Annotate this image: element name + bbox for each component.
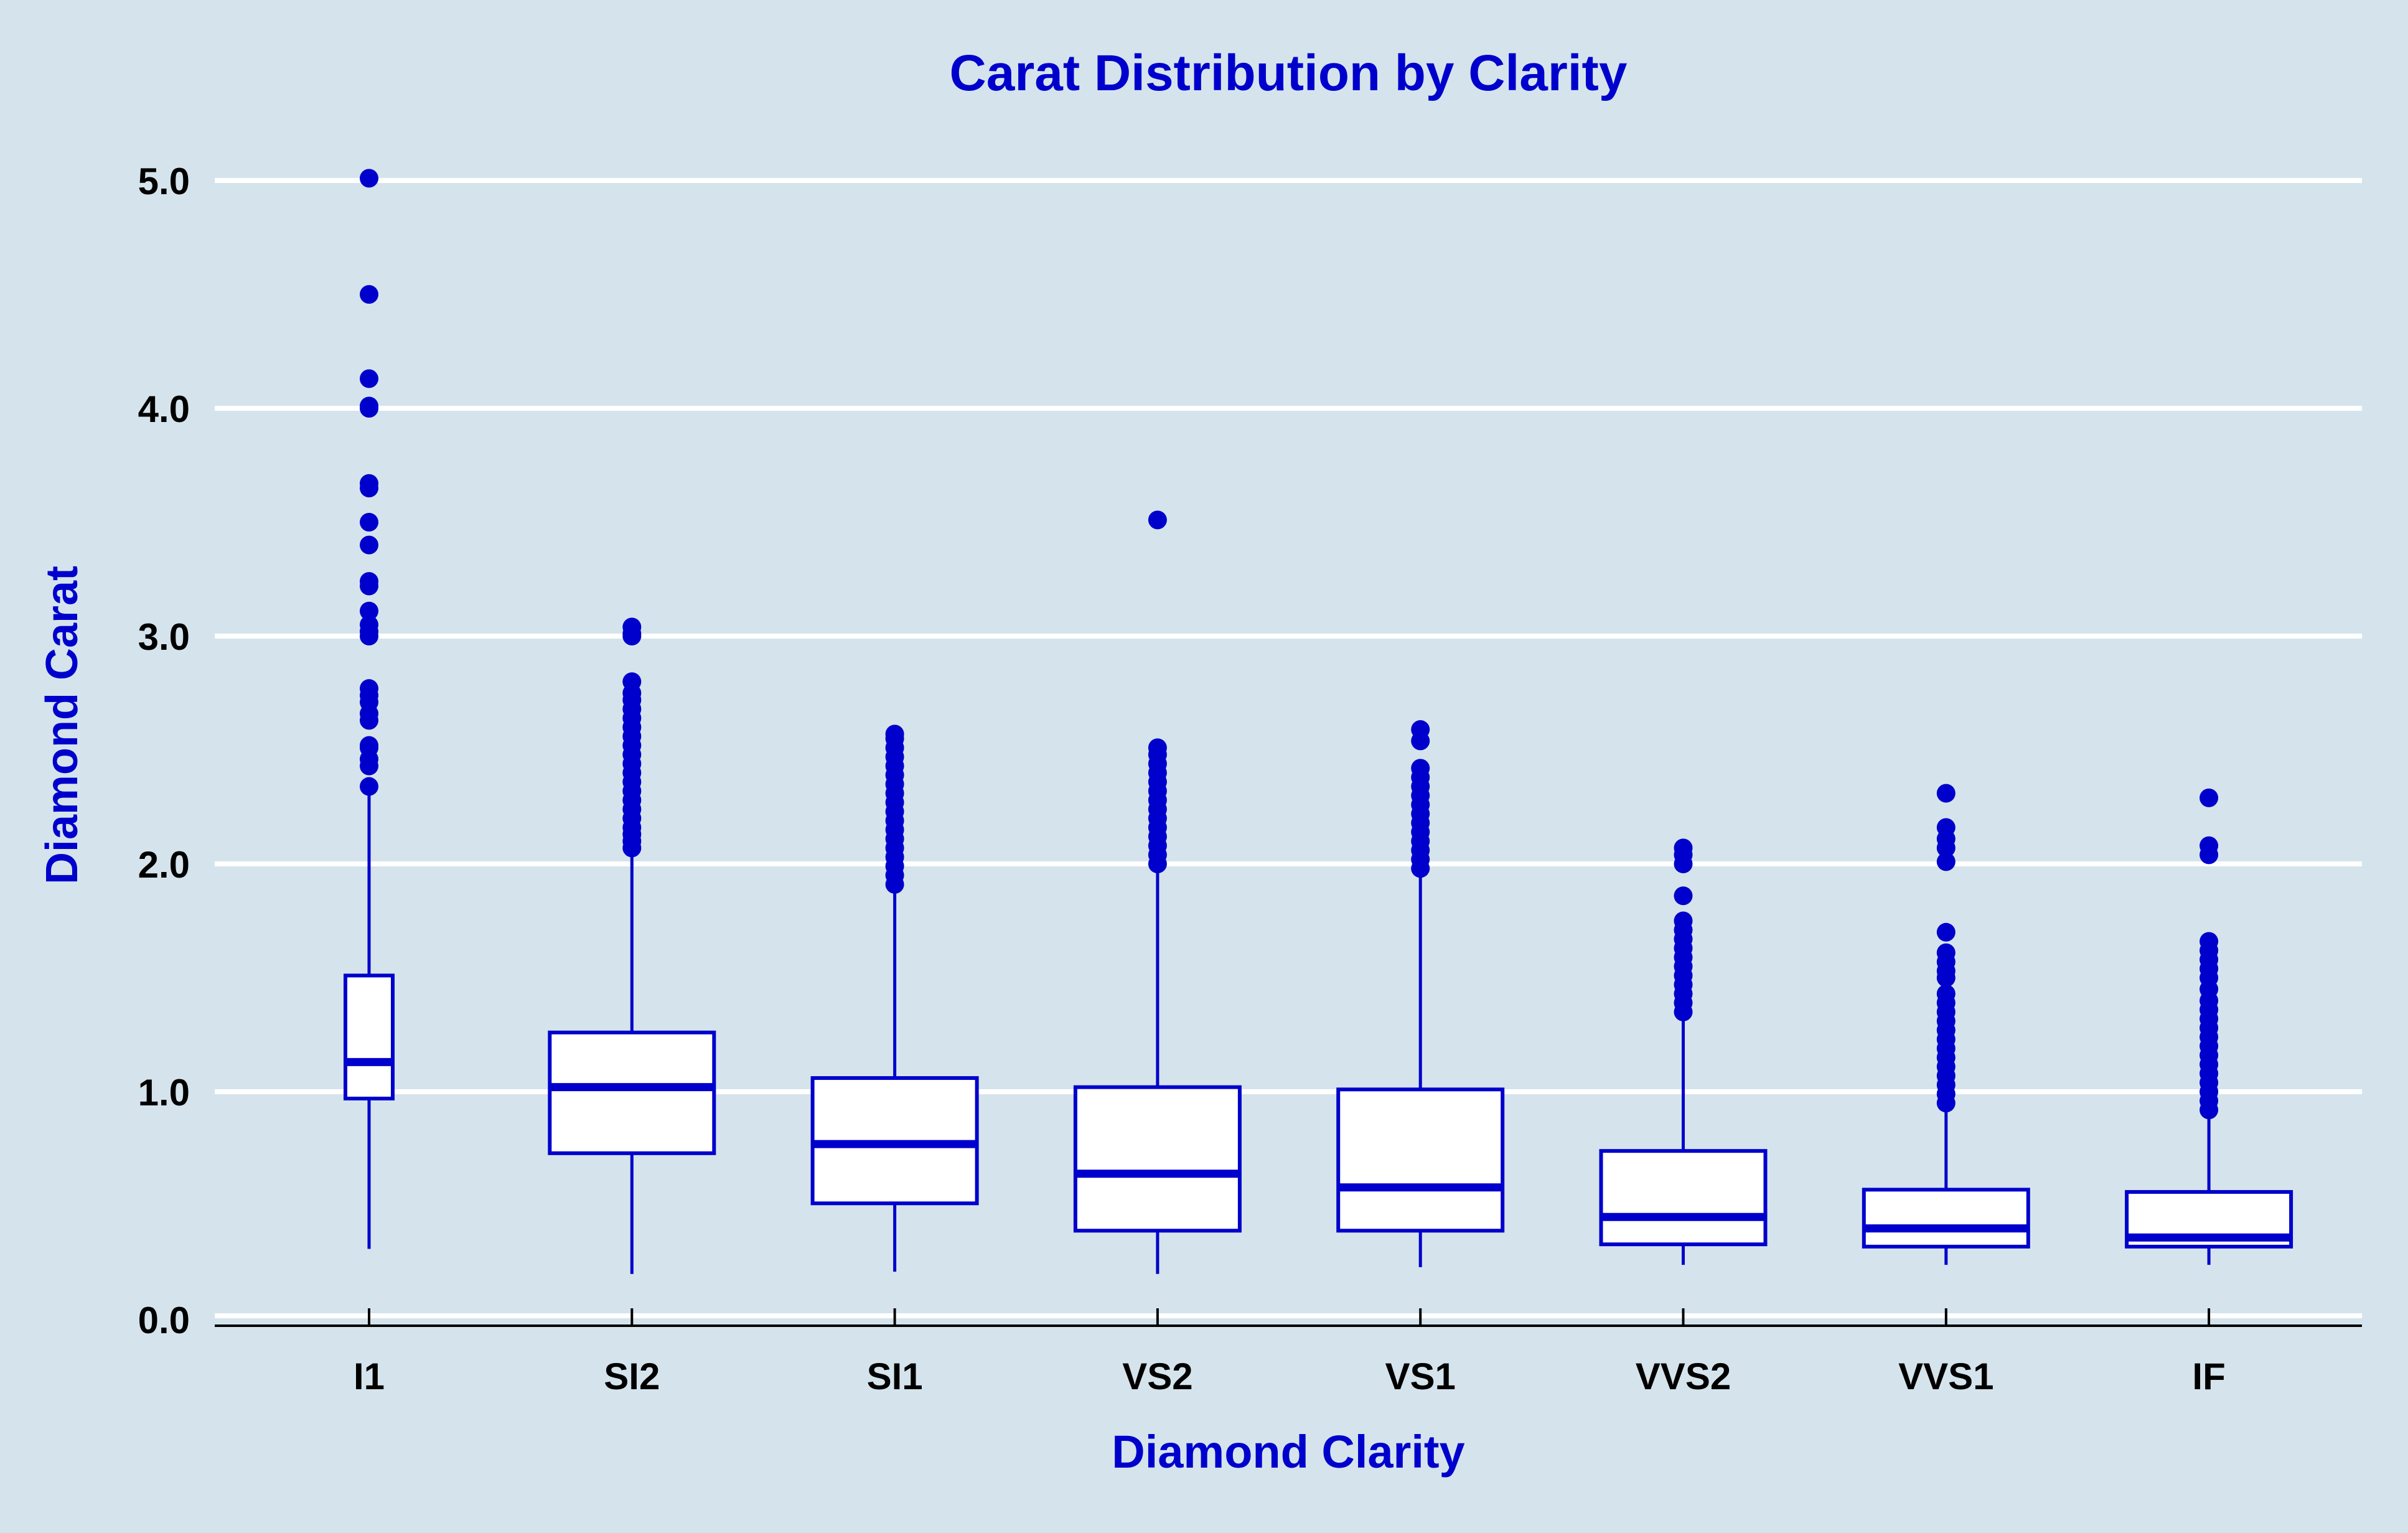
x-tick-label: VS2 bbox=[1122, 1356, 1192, 1397]
outlier-point bbox=[1936, 922, 1956, 942]
outlier-point bbox=[1936, 852, 1956, 871]
outlier-point bbox=[1674, 838, 1693, 858]
box-vvs1 bbox=[1862, 784, 2030, 1265]
outlier-point bbox=[360, 601, 378, 621]
outlier-point bbox=[360, 169, 378, 188]
iqr-box bbox=[1073, 1085, 1242, 1233]
outlier-point bbox=[1674, 886, 1693, 906]
x-tick-label: VVS2 bbox=[1636, 1356, 1731, 1397]
outlier-point bbox=[360, 535, 378, 555]
outlier-point bbox=[360, 369, 378, 388]
outlier-point bbox=[1148, 510, 1167, 530]
outlier-point bbox=[360, 396, 378, 416]
outlier-point bbox=[885, 724, 904, 744]
box-vvs2 bbox=[1599, 838, 1768, 1265]
outlier-point bbox=[2200, 932, 2219, 951]
y-tick-label: 2.0 bbox=[138, 844, 190, 886]
y-tick-label: 4.0 bbox=[138, 388, 190, 430]
outlier-point bbox=[1936, 984, 1956, 1003]
x-tick-label: SI2 bbox=[604, 1356, 660, 1397]
outlier-point bbox=[360, 777, 378, 796]
y-tick-label: 1.0 bbox=[138, 1072, 190, 1113]
outlier-point bbox=[1148, 738, 1167, 757]
y-tick-label: 5.0 bbox=[138, 161, 190, 202]
x-tick-label: IF bbox=[2192, 1356, 2225, 1397]
outlier-point bbox=[360, 513, 378, 532]
outlier-point bbox=[360, 679, 378, 698]
box-si2 bbox=[548, 617, 716, 1274]
x-tick-label: I1 bbox=[354, 1356, 385, 1397]
y-axis-label: Diamond Carat bbox=[37, 566, 87, 884]
outlier-point bbox=[1674, 911, 1693, 931]
box-i1 bbox=[344, 169, 395, 1249]
outlier-point bbox=[360, 572, 378, 591]
box-vs1 bbox=[1336, 720, 1505, 1267]
outlier-point bbox=[1411, 759, 1430, 778]
iqr-box bbox=[1599, 1149, 1768, 1247]
axes: 0.0 1.0 2.0 3.0 4.0 5.0 I1 SI2 SI1 VS2 VS1 VVS2 VVS1… bbox=[138, 161, 2362, 1397]
outlier-point bbox=[360, 615, 378, 634]
boxes bbox=[344, 169, 2293, 1274]
iqr-box bbox=[1862, 1188, 2030, 1249]
outlier-point bbox=[622, 617, 642, 637]
iqr-box bbox=[344, 973, 395, 1100]
box-if bbox=[2125, 788, 2293, 1265]
x-tick-label: SI1 bbox=[867, 1356, 923, 1397]
chart-title: Carat Distribution by Clarity bbox=[950, 45, 1628, 101]
outlier-point bbox=[1936, 943, 1956, 962]
outlier-point bbox=[360, 474, 378, 493]
iqr-box bbox=[1336, 1087, 1505, 1233]
x-tick-label: VVS1 bbox=[1898, 1356, 1993, 1397]
outlier-point bbox=[1936, 818, 1956, 837]
box-si1 bbox=[810, 724, 979, 1272]
x-axis-label: Diamond Clarity bbox=[1112, 1426, 1464, 1478]
iqr-box bbox=[548, 1030, 716, 1155]
outlier-point bbox=[2200, 836, 2219, 855]
x-tick-label: VS1 bbox=[1385, 1356, 1455, 1397]
outlier-point bbox=[360, 736, 378, 755]
outlier-point bbox=[622, 672, 642, 691]
outlier-point bbox=[360, 285, 378, 304]
y-tick-label: 0.0 bbox=[138, 1300, 190, 1341]
outlier-point bbox=[2200, 788, 2219, 807]
box-vs2 bbox=[1073, 510, 1242, 1274]
outlier-point bbox=[1936, 784, 1956, 803]
outlier-point bbox=[1411, 720, 1430, 739]
y-tick-label: 3.0 bbox=[138, 616, 190, 658]
